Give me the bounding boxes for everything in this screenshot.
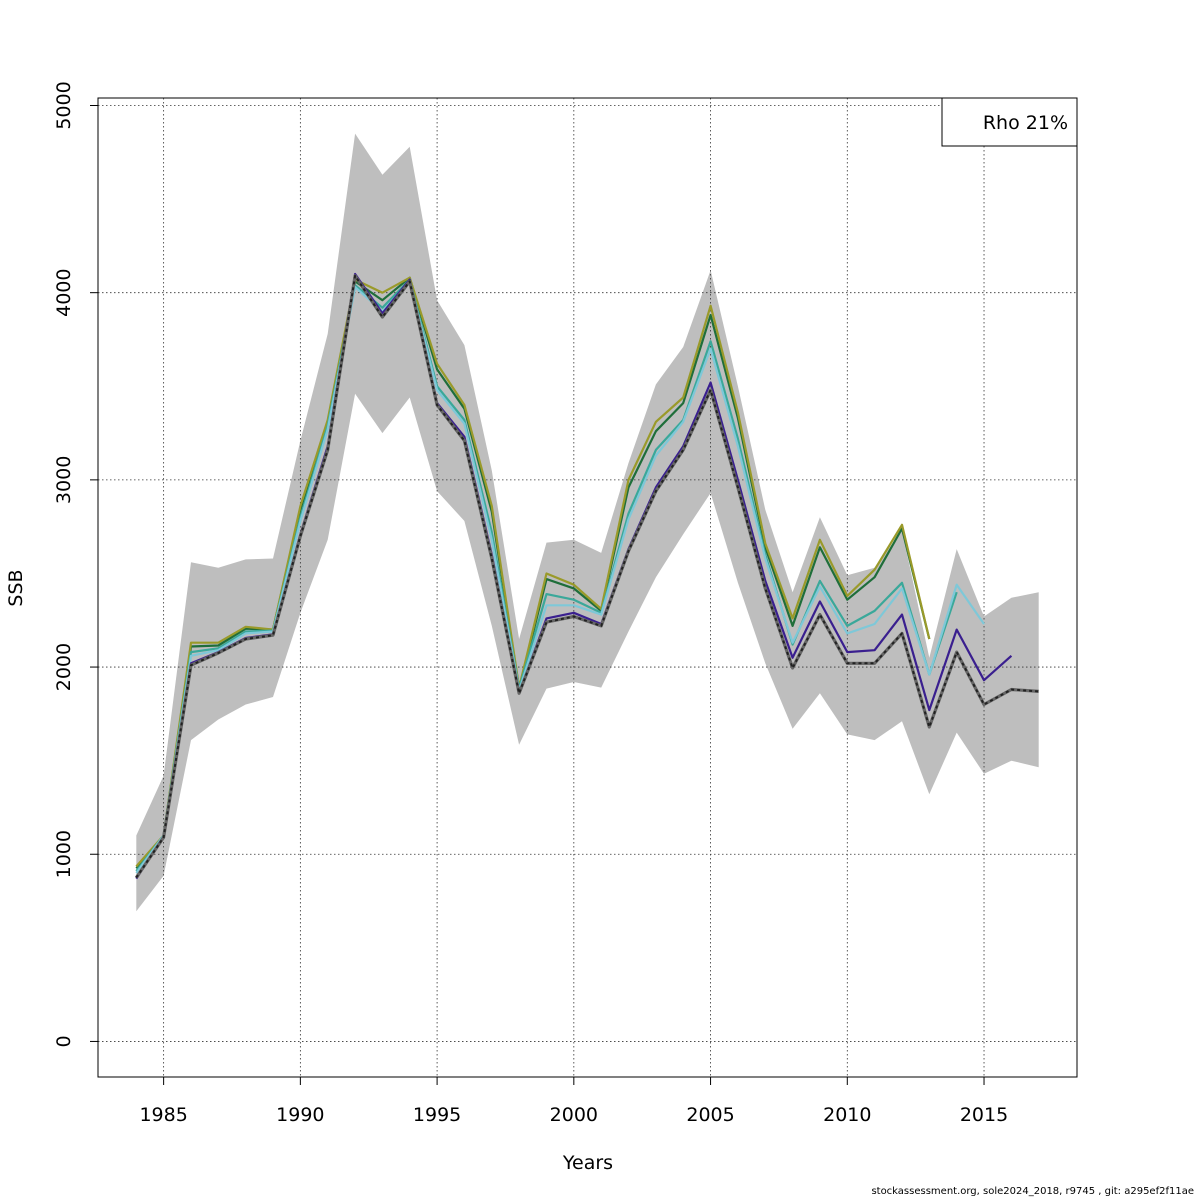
confidence-band-area: [136, 133, 1039, 912]
x-axis-title: Years: [562, 1152, 613, 1174]
confidence-band: [136, 133, 1039, 912]
y-tick-label: 2000: [53, 643, 75, 691]
series-line-4: [135, 276, 931, 868]
legend: Rho 21%: [941, 97, 1078, 147]
y-tick-label: 5000: [53, 81, 75, 129]
y-tick-label: 1000: [53, 830, 75, 878]
x-tick-label: 2000: [550, 1104, 598, 1126]
x-tick-label: 1995: [413, 1104, 461, 1126]
legend-rho-text: Rho 21%: [983, 112, 1068, 134]
x-tick-label: 2015: [960, 1104, 1008, 1126]
series-lines: [134, 272, 1039, 880]
y-tick-label: 0: [53, 1035, 75, 1047]
x-tick-label: 2010: [823, 1104, 871, 1126]
series-line-base: [135, 274, 1039, 879]
y-axis-title: SSB: [5, 569, 27, 606]
legend-box: [941, 97, 1078, 147]
footer-caption: stockassessment.org, sole2024_2018, r974…: [871, 1186, 1194, 1197]
x-tick-label: 1985: [139, 1104, 187, 1126]
x-tick-label: 2005: [686, 1104, 734, 1126]
y-tick-label: 3000: [53, 456, 75, 504]
plot-frame: [97, 97, 1078, 1078]
y-tick-label: 4000: [53, 269, 75, 317]
x-tick-label: 1990: [276, 1104, 324, 1126]
y-axis: 0 1000 2000 3000 4000 5000: [53, 81, 98, 1047]
x-axis: 1985 1990 1995 2000 2005 2010 2015: [139, 1077, 1008, 1126]
